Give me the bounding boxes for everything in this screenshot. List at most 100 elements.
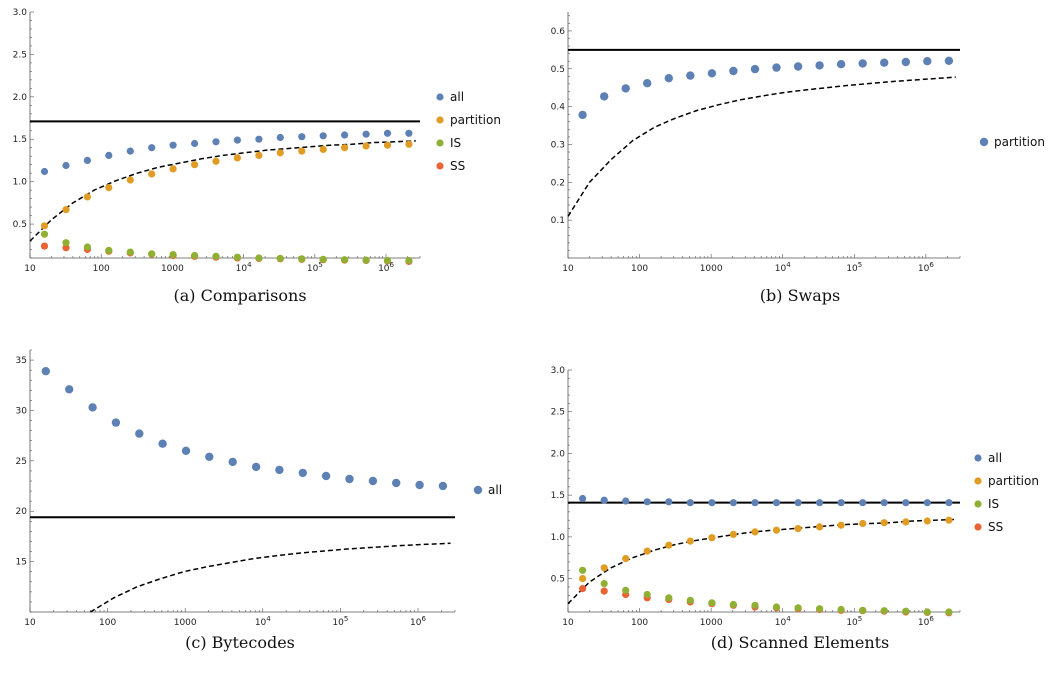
x-tick-label: 105 bbox=[846, 261, 862, 274]
data-point-is bbox=[794, 604, 802, 612]
data-point-all bbox=[945, 499, 953, 507]
data-point-partition bbox=[105, 184, 113, 192]
x-tick-label: 104 bbox=[775, 615, 791, 628]
legend-label-all: all bbox=[988, 451, 1002, 465]
y-tick-label: 1.0 bbox=[551, 533, 566, 543]
data-point-partition bbox=[880, 519, 888, 527]
data-point-partition bbox=[362, 142, 370, 150]
legend-marker-partition bbox=[436, 116, 444, 124]
data-point-all bbox=[251, 462, 261, 472]
chart-panel-b: 0.1 0.2 0.3 0.4 0.5 0.6 10 100 1000 104 105 106 part… bbox=[551, 12, 1045, 305]
data-point-all bbox=[643, 498, 651, 506]
legend-label-ss: SS bbox=[988, 520, 1003, 534]
data-point-all bbox=[321, 471, 331, 481]
y-tick-label: 0.5 bbox=[551, 575, 565, 585]
data-point-all bbox=[794, 499, 802, 507]
y-tick-label: 0.5 bbox=[13, 220, 27, 230]
data-point-partition bbox=[772, 526, 781, 534]
y-tick-label: 30 bbox=[16, 406, 28, 416]
data-point-partition bbox=[729, 530, 738, 539]
data-point-is bbox=[579, 566, 587, 574]
data-point-partition bbox=[255, 151, 263, 159]
data-point-partition bbox=[643, 547, 651, 555]
y-tick-label: 0.2 bbox=[551, 178, 565, 188]
data-point-partition bbox=[319, 145, 327, 153]
legend-marker-is bbox=[436, 139, 444, 147]
data-point-all bbox=[438, 481, 448, 491]
data-point-all bbox=[859, 499, 867, 507]
data-point-is bbox=[383, 256, 392, 265]
data-point-all bbox=[579, 494, 587, 503]
x-tick-label: 10 bbox=[562, 264, 574, 274]
x-tick-label: 1000 bbox=[174, 618, 197, 628]
data-point-partition bbox=[191, 161, 199, 169]
data-point-partition bbox=[600, 92, 609, 101]
chart-panel-c: 15 20 25 30 35 10 100 1000 104 105 106 all (c) Bytec… bbox=[16, 349, 502, 652]
data-point-partition bbox=[341, 144, 349, 152]
data-point-all bbox=[600, 496, 608, 504]
legend-marker-all bbox=[436, 93, 444, 101]
data-point-is bbox=[729, 600, 738, 609]
y-tick-label: 2.5 bbox=[551, 408, 565, 418]
dashed-curve bbox=[90, 542, 451, 613]
dashed-curve bbox=[567, 76, 956, 217]
data-point-is bbox=[298, 255, 306, 263]
data-point-partition bbox=[707, 69, 717, 78]
x-tick-label: 104 bbox=[775, 261, 791, 274]
data-point-partition bbox=[945, 516, 953, 524]
data-point-all bbox=[319, 132, 327, 140]
data-point-ss bbox=[62, 244, 70, 252]
data-point-partition bbox=[815, 61, 824, 70]
data-point-all bbox=[368, 476, 378, 486]
y-tick-label: 0.5 bbox=[551, 65, 565, 75]
legend-label-partition: partition bbox=[994, 135, 1045, 149]
data-point-partition bbox=[643, 79, 652, 88]
data-point-all bbox=[772, 499, 781, 507]
data-point-partition bbox=[40, 222, 49, 230]
y-tick-label: 20 bbox=[16, 507, 28, 517]
data-point-partition bbox=[621, 84, 630, 93]
data-point-is bbox=[600, 580, 608, 588]
data-point-partition bbox=[793, 62, 803, 71]
data-point-is bbox=[708, 599, 716, 607]
data-point-is bbox=[772, 603, 781, 611]
data-point-partition bbox=[664, 74, 673, 83]
data-point-all bbox=[686, 499, 694, 507]
x-tick-label: 105 bbox=[307, 261, 323, 274]
x-tick-label: 105 bbox=[846, 615, 862, 628]
data-point-ss bbox=[579, 585, 587, 593]
x-tick-label: 1000 bbox=[700, 264, 723, 274]
data-point-is bbox=[148, 250, 156, 258]
data-point-all bbox=[405, 129, 413, 137]
y-tick-label: 2.0 bbox=[13, 93, 28, 103]
y-tick-label: 3.0 bbox=[13, 8, 28, 18]
data-point-is bbox=[212, 252, 220, 260]
data-point-partition bbox=[298, 147, 306, 155]
dashed-curve bbox=[567, 518, 956, 605]
data-point-partition bbox=[276, 149, 284, 157]
x-tick-label: 104 bbox=[255, 615, 271, 628]
data-point-partition bbox=[708, 534, 716, 542]
legend-label-all: all bbox=[488, 483, 502, 497]
data-point-all bbox=[169, 141, 177, 149]
y-tick-label: 0.1 bbox=[551, 216, 565, 226]
x-tick-label: 1000 bbox=[161, 264, 184, 274]
x-tick-label: 100 bbox=[93, 264, 110, 274]
data-point-partition bbox=[686, 537, 694, 545]
data-point-all bbox=[708, 499, 716, 507]
data-point-is bbox=[405, 256, 413, 265]
chart-panel-d: 0.5 1.0 1.5 2.0 2.5 3.0 10 100 1000 104 105 106 all p… bbox=[551, 366, 1039, 652]
legend-label-partition: partition bbox=[988, 474, 1039, 488]
legend-marker-ss bbox=[974, 523, 982, 531]
data-point-all bbox=[40, 167, 49, 176]
panel-caption: (b) Swaps bbox=[760, 286, 840, 305]
data-point-partition bbox=[578, 110, 587, 120]
y-tick-label: 0.4 bbox=[551, 103, 566, 113]
panel-caption: (a) Comparisons bbox=[173, 286, 306, 305]
y-tick-label: 0.3 bbox=[551, 140, 565, 150]
data-point-all bbox=[158, 439, 167, 448]
data-point-partition bbox=[579, 575, 587, 583]
data-point-is bbox=[105, 246, 113, 254]
data-point-all bbox=[837, 499, 845, 507]
x-tick-label: 10 bbox=[24, 618, 36, 628]
